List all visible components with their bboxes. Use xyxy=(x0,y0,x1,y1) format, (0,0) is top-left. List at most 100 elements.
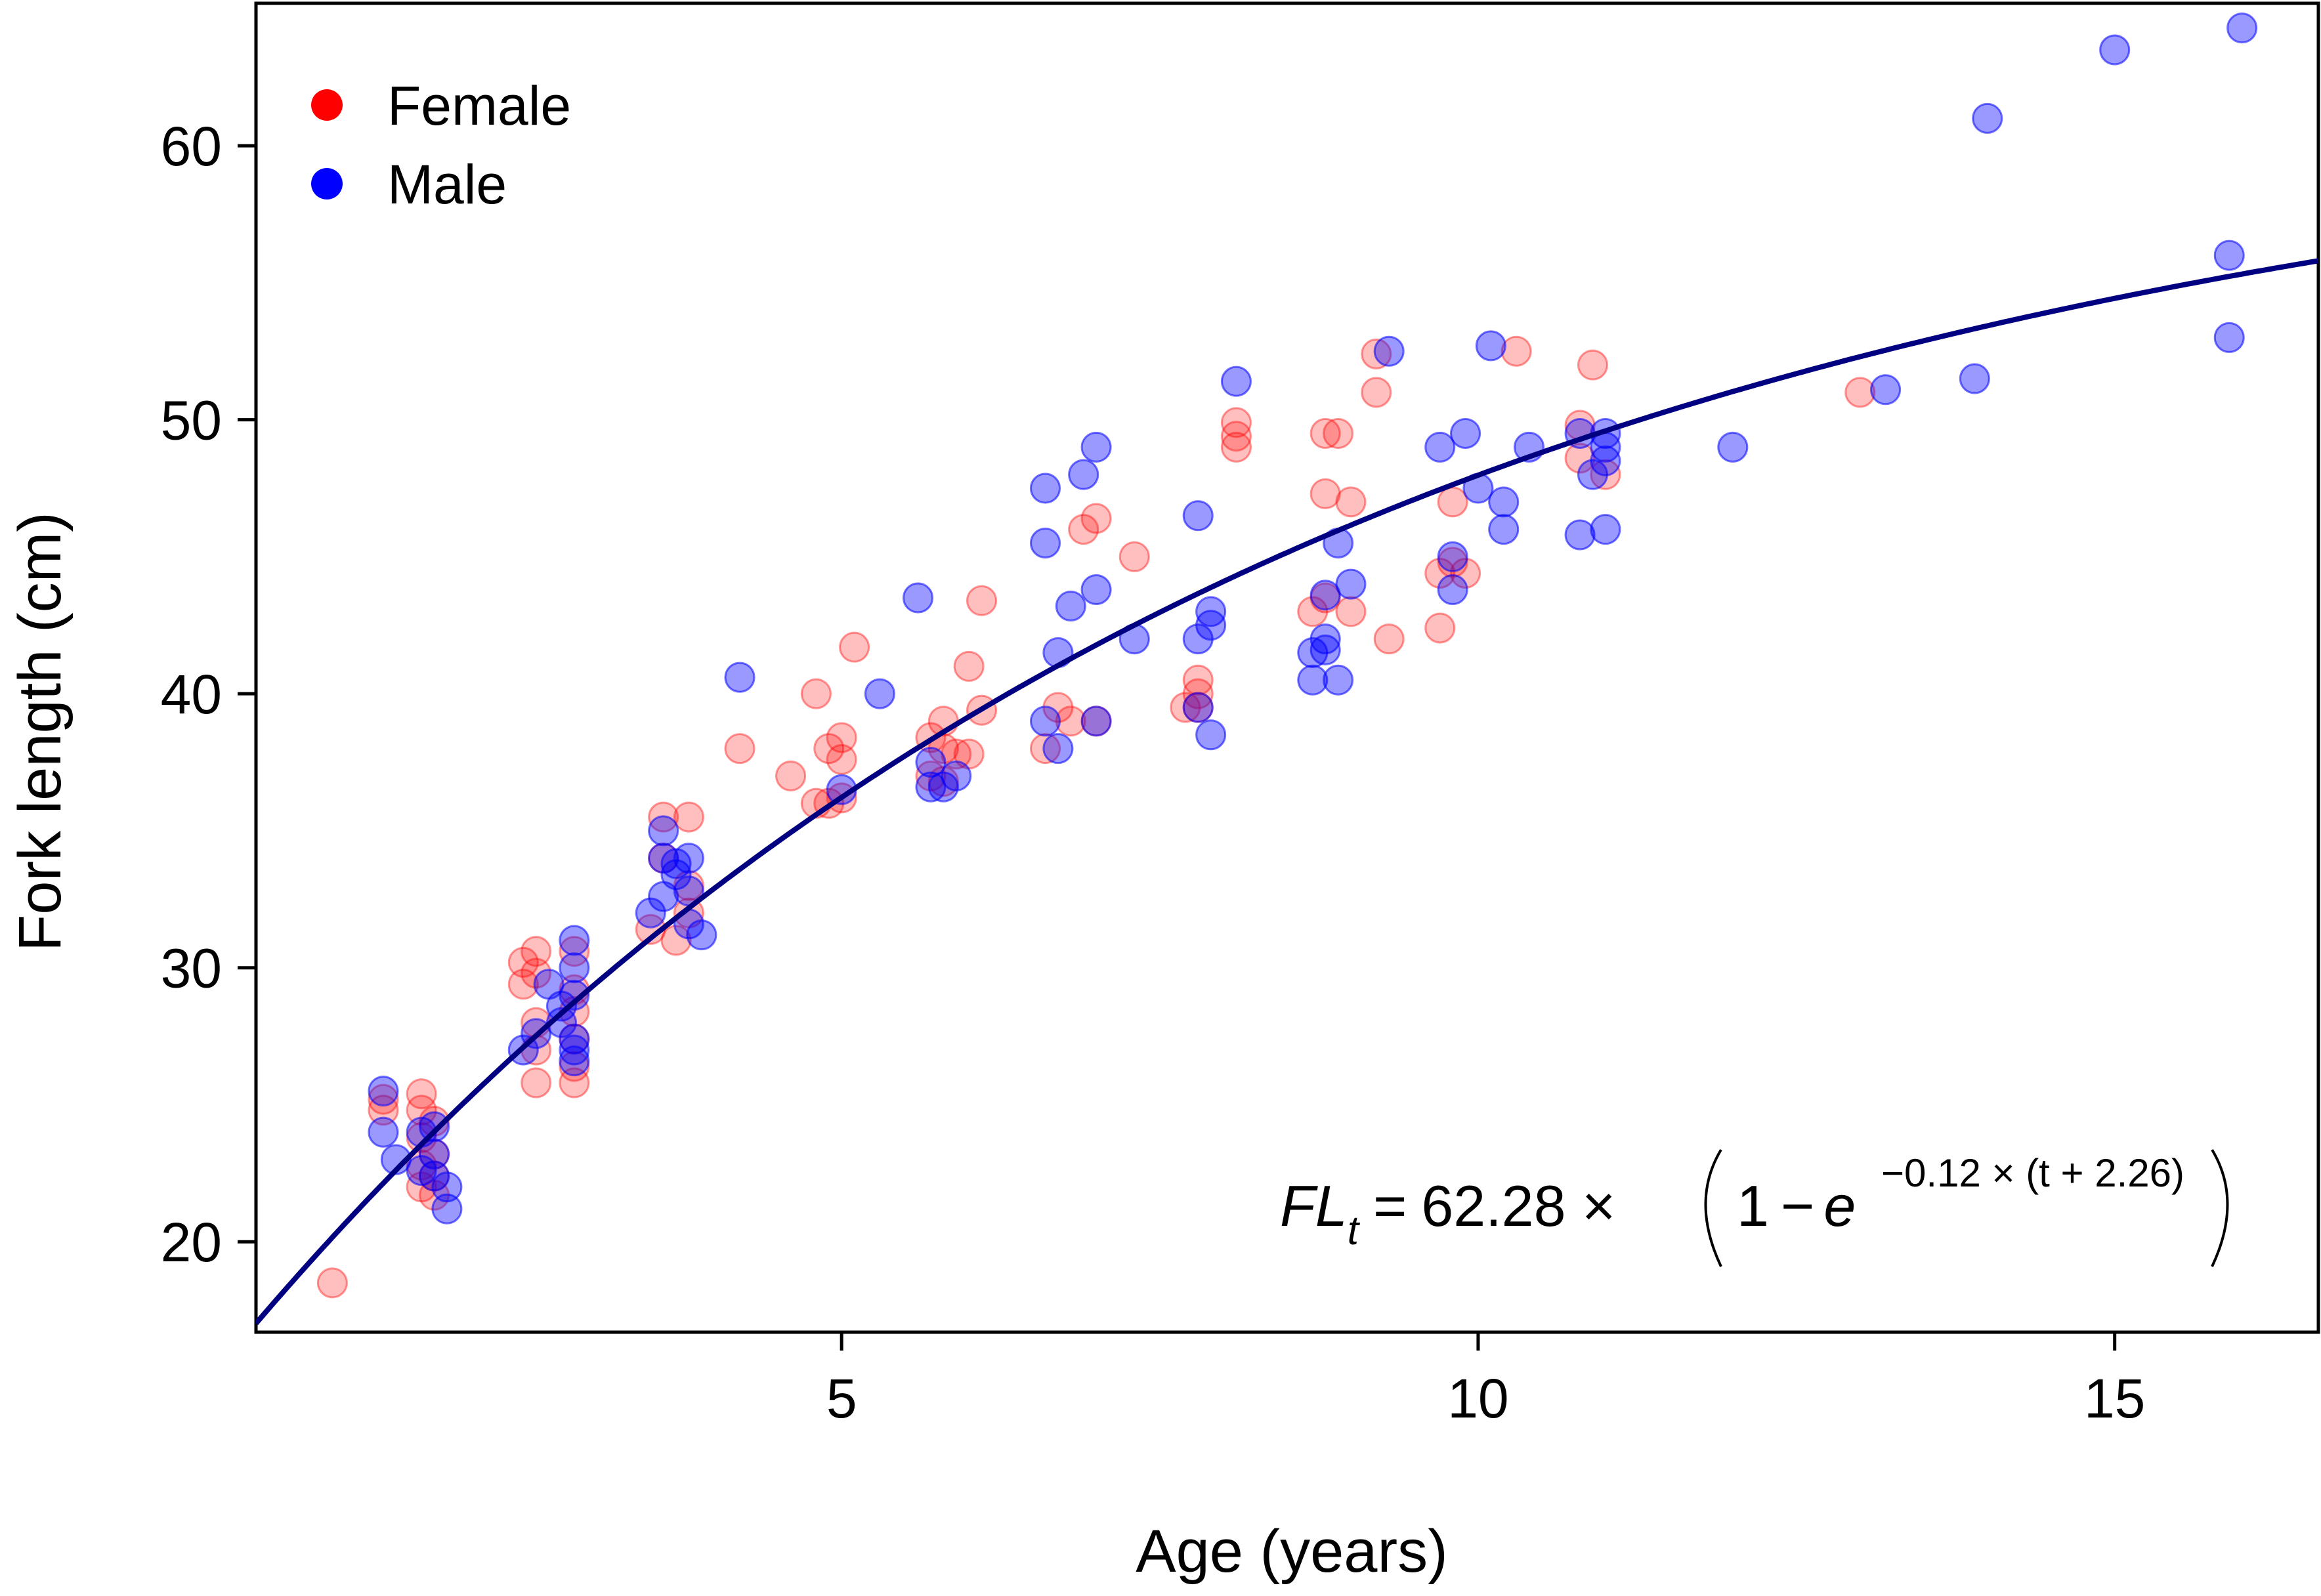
male-point xyxy=(686,919,717,951)
female-point xyxy=(673,801,704,833)
female-point xyxy=(1310,418,1341,450)
y-axis: 20 30 40 50 60 xyxy=(161,116,256,1273)
male-point xyxy=(1055,591,1086,622)
male-point xyxy=(941,760,972,791)
female-point xyxy=(1564,442,1596,474)
female-point xyxy=(1335,486,1367,518)
y-tick-label: 20 xyxy=(161,1211,222,1273)
female-point xyxy=(1844,377,1876,408)
female-point xyxy=(406,1095,437,1126)
female-point xyxy=(368,1083,399,1115)
female-point xyxy=(1220,407,1252,438)
male-point xyxy=(2226,12,2258,44)
legend-female-marker xyxy=(311,89,343,121)
male-point xyxy=(1424,431,1456,463)
female-point xyxy=(521,957,552,989)
male-point xyxy=(431,1193,463,1225)
y-axis-title: Fork length (cm) xyxy=(7,512,74,952)
male-point xyxy=(1029,705,1061,737)
male-point xyxy=(559,1023,590,1055)
female-point xyxy=(507,946,539,978)
female-point xyxy=(559,1067,590,1099)
male-point xyxy=(915,771,947,803)
female-point xyxy=(1424,557,1456,589)
male-point xyxy=(1310,634,1341,665)
female-point xyxy=(406,1171,437,1203)
male-point xyxy=(903,582,934,614)
male-point xyxy=(2099,34,2131,66)
x-axis-title: Age (years) xyxy=(1136,1518,1448,1585)
fit-layer xyxy=(256,258,2318,1326)
male-point xyxy=(2213,240,2245,271)
female-point xyxy=(775,760,807,791)
svg-text:1−e: 1− e xyxy=(1737,1173,1856,1238)
male-point xyxy=(380,1144,412,1175)
female-point xyxy=(724,733,756,765)
female-point xyxy=(800,678,832,709)
legend-male-label: Male xyxy=(387,154,507,215)
eq-lhs: FL xyxy=(1280,1173,1348,1238)
female-point xyxy=(1373,623,1405,655)
male-point xyxy=(915,747,947,778)
male-point xyxy=(1029,528,1061,559)
x-tick-label: 5 xyxy=(826,1368,857,1429)
eq-one: 1 xyxy=(1737,1173,1769,1238)
male-point xyxy=(673,843,704,874)
female-point xyxy=(1055,705,1086,737)
male-point xyxy=(1475,330,1506,362)
female-point xyxy=(1170,692,1201,723)
male-point xyxy=(2213,322,2245,353)
female-point xyxy=(826,722,857,753)
female-point xyxy=(1437,486,1468,518)
male-point xyxy=(419,1139,450,1170)
male-point xyxy=(1717,431,1749,463)
male-point xyxy=(1080,705,1112,737)
x-axis: 5 10 15 xyxy=(826,1332,2145,1429)
female-point xyxy=(1361,338,1392,369)
male-point xyxy=(559,979,590,1011)
female-point xyxy=(966,585,998,616)
male-point xyxy=(864,678,895,709)
female-point xyxy=(1220,431,1252,463)
vbgf-fit-line xyxy=(256,258,2318,1326)
eq-coef: 62.28 × xyxy=(1421,1173,1615,1238)
svg-text:FLt=62.28 ×: FLt = 62.28 × xyxy=(1280,1173,1615,1253)
eq-minus: − xyxy=(1781,1173,1814,1238)
male-point xyxy=(368,1076,399,1107)
female-point xyxy=(1450,557,1481,589)
female-point xyxy=(1297,596,1329,627)
male-point xyxy=(1488,514,1520,545)
male-point xyxy=(1488,486,1520,518)
male-point xyxy=(1450,418,1481,450)
male-point xyxy=(559,1034,590,1066)
female-point xyxy=(660,925,692,956)
male-point xyxy=(1195,610,1227,641)
female-point xyxy=(406,1078,437,1110)
female-point xyxy=(1080,503,1112,534)
plot-frame xyxy=(254,1,2320,1334)
legend: Female Male xyxy=(311,75,571,215)
eq-base: e xyxy=(1823,1173,1856,1238)
male-point xyxy=(1590,514,1621,545)
male-point xyxy=(559,952,590,984)
male-point xyxy=(1590,445,1621,476)
y-tick-label: 30 xyxy=(161,938,222,999)
female-point xyxy=(1335,596,1367,627)
male-point xyxy=(431,1171,463,1203)
equation-annotation: FLt = 62.28 × 1− e −0.12 × (t + 2.26) xyxy=(1280,1148,2229,1267)
male-point xyxy=(1220,366,1252,397)
legend-female-label: Female xyxy=(387,75,571,136)
male-point xyxy=(1080,574,1112,606)
male-point xyxy=(927,771,959,803)
eq-right-paren xyxy=(2211,1148,2229,1267)
female-point xyxy=(521,1067,552,1099)
female-point xyxy=(1118,541,1150,572)
female-point xyxy=(559,936,590,967)
female-point xyxy=(1323,418,1354,450)
female-point xyxy=(1424,612,1456,644)
female-point xyxy=(521,936,552,967)
legend-male-marker xyxy=(311,168,343,200)
male-point xyxy=(1959,363,1990,394)
female-point xyxy=(316,1267,348,1299)
